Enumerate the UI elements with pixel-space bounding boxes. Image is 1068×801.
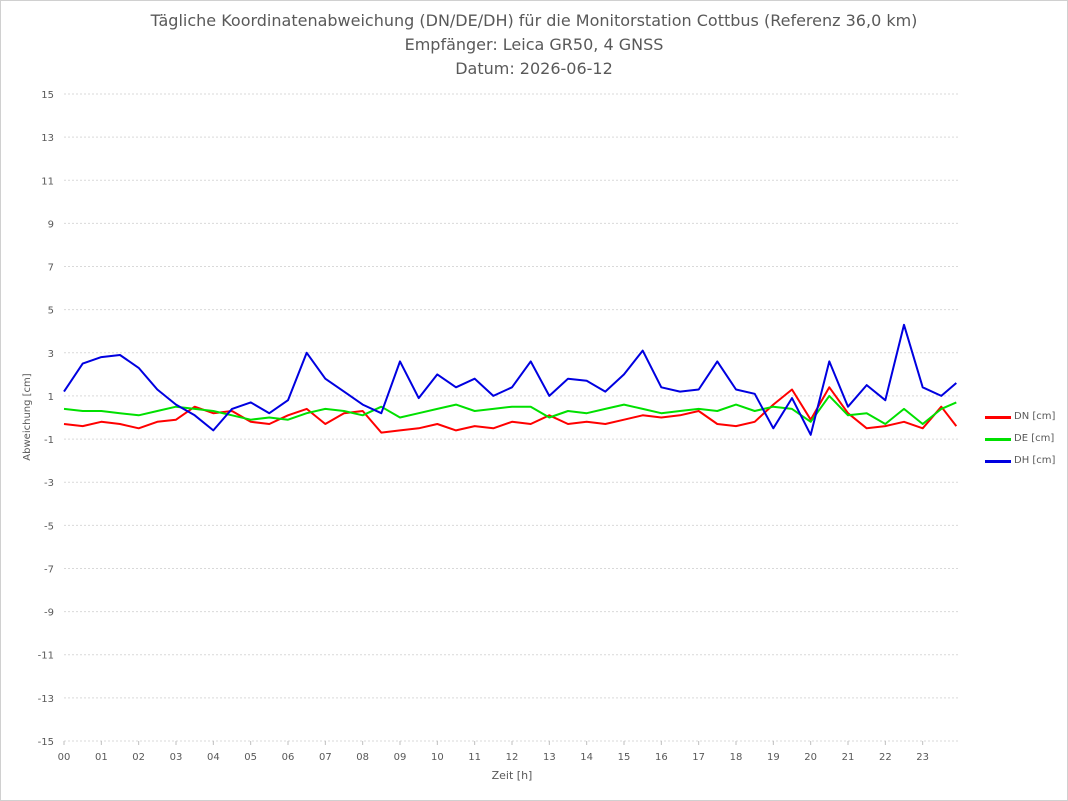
series-line-dn [63, 386, 958, 434]
x-tick-label: 06 [282, 752, 295, 763]
x-tick-label: 13 [543, 752, 556, 763]
series-line-de [63, 394, 957, 425]
x-tick-label: 14 [580, 752, 593, 763]
y-tick-label: -9 [44, 608, 54, 619]
x-tick-label: 19 [767, 752, 780, 763]
y-tick-label: 5 [48, 306, 54, 317]
x-tick-label: 08 [356, 752, 369, 763]
legend-item-dn: DN [cm] [985, 409, 1065, 431]
x-tick-label: 22 [879, 752, 892, 763]
y-tick-label: -13 [38, 694, 54, 705]
x-tick-label: 10 [431, 752, 444, 763]
legend-label-de: DE [cm] [1014, 433, 1055, 444]
y-tick-label: 11 [41, 176, 54, 187]
y-axis-label: Abweichung [cm] [22, 373, 33, 460]
grid-lines [64, 93, 960, 742]
chart-title: Tägliche Koordinatenabweichung (DN/DE/DH… [150, 11, 918, 30]
x-tick-label: 02 [132, 752, 145, 763]
legend-item-dh: DH [cm] [985, 453, 1065, 475]
x-tick-label: 18 [730, 752, 743, 763]
y-tick-labels: 15 13 11 9 7 5 3 1 -1 -3 -5 -7 -9 -11 -13 -15 [38, 90, 54, 748]
x-tick-label: 05 [244, 752, 257, 763]
x-tick-label: 04 [207, 752, 220, 763]
y-tick-label: 9 [48, 219, 54, 230]
y-tick-label: -3 [44, 478, 54, 489]
x-tick-label: 23 [916, 752, 929, 763]
y-tick-label: 7 [48, 263, 54, 274]
legend: DN [cm] DE [cm] DH [cm] [985, 409, 1065, 475]
chart-subtitle-date: Datum: 2026-06-12 [455, 59, 613, 78]
x-tick-label: 07 [319, 752, 332, 763]
x-tick-labels: 00 01 02 03 04 05 06 07 08 09 10 11 12 13 14 15 16 17 18 19… [58, 741, 929, 763]
x-tick-label: 01 [95, 752, 108, 763]
x-tick-label: 21 [842, 752, 855, 763]
chart-subtitle-receiver: Empfänger: Leica GR50, 4 GNSS [404, 35, 664, 54]
legend-swatch-de [985, 438, 1011, 441]
x-tick-label: 20 [804, 752, 817, 763]
y-tick-label: 1 [48, 392, 54, 403]
series-lines [63, 323, 958, 436]
x-tick-label: 03 [170, 752, 183, 763]
x-axis-label: Zeit [h] [492, 769, 533, 782]
y-tick-label: 3 [48, 349, 54, 360]
y-tick-label: 13 [41, 133, 54, 144]
x-tick-label: 15 [618, 752, 631, 763]
legend-swatch-dn [985, 416, 1011, 419]
x-tick-label: 12 [506, 752, 519, 763]
x-tick-label: 09 [394, 752, 407, 763]
legend-label-dn: DN [cm] [1014, 411, 1056, 422]
legend-item-de: DE [cm] [985, 431, 1065, 453]
x-tick-label: 17 [692, 752, 705, 763]
legend-label-dh: DH [cm] [1014, 455, 1056, 466]
x-tick-label: 00 [58, 752, 71, 763]
y-tick-label: -1 [44, 435, 54, 446]
y-tick-label: -5 [44, 521, 54, 532]
x-tick-label: 16 [655, 752, 668, 763]
y-tick-label: -11 [38, 651, 54, 662]
legend-swatch-dh [985, 460, 1011, 463]
y-tick-label: -15 [38, 737, 54, 748]
y-tick-label: -7 [44, 564, 54, 575]
x-tick-label: 11 [468, 752, 481, 763]
series-line-dh [63, 323, 957, 436]
y-tick-label: 15 [41, 90, 54, 101]
